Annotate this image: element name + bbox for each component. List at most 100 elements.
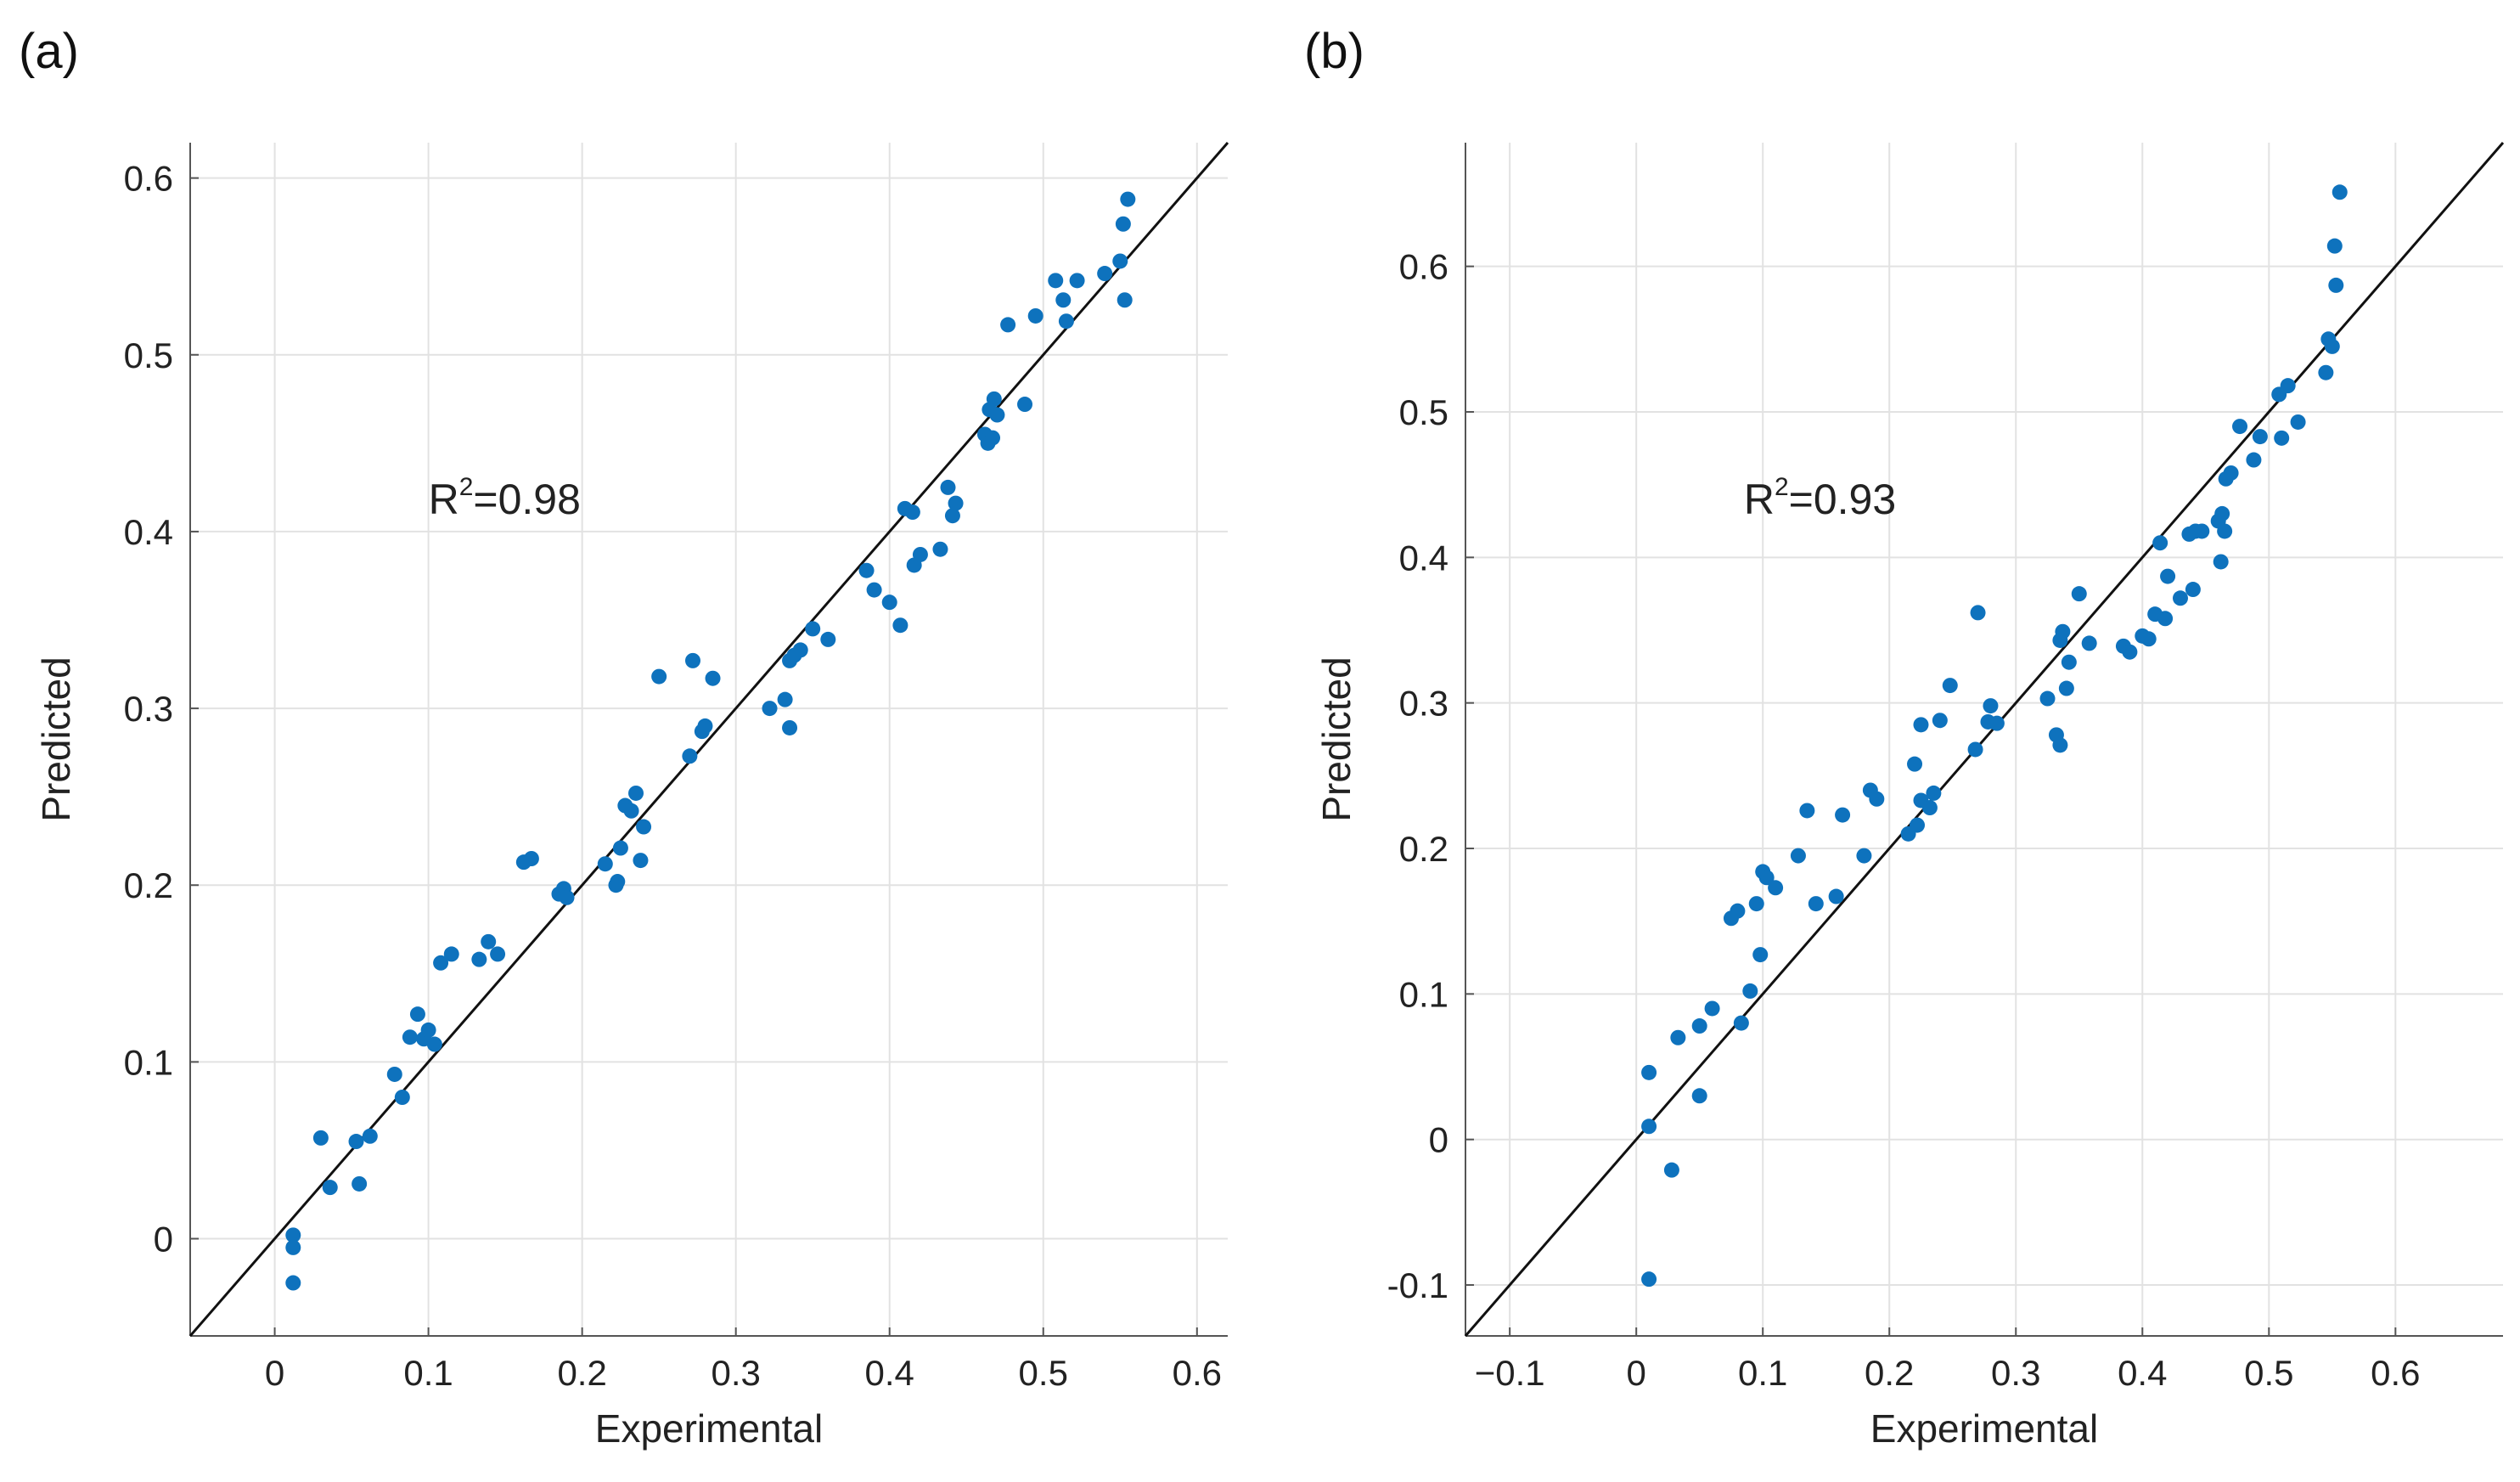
- data-point: [623, 803, 639, 819]
- data-point: [1670, 1029, 1686, 1045]
- data-point: [1055, 292, 1072, 308]
- x-tick-label: 0: [265, 1353, 284, 1393]
- data-point: [322, 1180, 338, 1196]
- y-tick-label: 0.4: [1399, 538, 1448, 578]
- data-point: [1641, 1119, 1657, 1135]
- data-point: [986, 391, 1002, 407]
- y-tick-label: 0.1: [1399, 974, 1448, 1014]
- data-point: [443, 946, 459, 962]
- data-point: [597, 856, 613, 872]
- data-point: [523, 851, 539, 866]
- data-point: [1691, 1018, 1707, 1034]
- x-tick-label: 0.6: [1173, 1353, 1222, 1393]
- data-point: [1117, 292, 1133, 308]
- data-point: [2214, 505, 2230, 521]
- data-point: [2061, 654, 2077, 670]
- data-point: [1932, 713, 1948, 729]
- data-point: [633, 853, 649, 869]
- data-point: [285, 1239, 301, 1255]
- data-point: [1856, 848, 1872, 864]
- data-point: [2213, 554, 2229, 570]
- data-point: [2055, 623, 2071, 640]
- data-point: [1869, 791, 1885, 807]
- panel-b: −0.1 0 0.1 0.2 0.3 0.4 0.5 0.6 -0.1 0 0.1 0.2 0.3 0.4…: [1304, 24, 2505, 1451]
- data-point: [1027, 307, 1043, 324]
- data-point: [1748, 896, 1764, 912]
- y-tick-label: 0.3: [124, 689, 173, 729]
- data-point: [471, 951, 487, 967]
- x-axis-label: Experimental: [595, 1406, 823, 1451]
- x-tick-label: 0.4: [2118, 1353, 2167, 1393]
- data-point: [651, 668, 667, 685]
- data-point: [777, 691, 793, 707]
- panel-a: 0 0.1 0.2 0.3 0.4 0.5 0.6 0 0.1 0.2 0.3 0.4 0.5 0.6 (a…: [19, 24, 1229, 1451]
- data-point: [2290, 414, 2306, 430]
- data-point: [892, 617, 908, 634]
- data-point: [940, 479, 956, 495]
- data-point: [1913, 717, 1929, 733]
- data-point: [1704, 1000, 1720, 1017]
- data-point: [2246, 452, 2262, 468]
- data-point: [1970, 605, 1986, 621]
- data-point: [1730, 903, 1746, 919]
- r-squared-superscript: 2: [459, 473, 474, 501]
- r-squared-annotation: R2=0.98: [429, 473, 581, 523]
- data-point: [1910, 817, 1926, 833]
- y-tick-label: 0.5: [1399, 392, 1448, 432]
- data-point: [628, 785, 644, 801]
- data-point: [2232, 419, 2248, 435]
- data-point: [402, 1029, 418, 1045]
- data-point: [866, 582, 882, 598]
- data-point: [858, 562, 875, 578]
- data-point: [386, 1066, 402, 1082]
- y-tick-label: 0.2: [1399, 829, 1448, 869]
- data-point: [1733, 1015, 1749, 1031]
- panel-label: (b): [1304, 24, 1364, 79]
- y-tick-label: 0.3: [1399, 684, 1448, 724]
- data-point: [1742, 983, 1758, 999]
- data-point: [881, 594, 897, 611]
- data-point: [1808, 896, 1824, 912]
- x-tick-label: 0.2: [1865, 1353, 1914, 1393]
- data-point: [612, 840, 628, 856]
- panel-label: (a): [19, 24, 79, 79]
- data-point: [352, 1175, 368, 1192]
- data-point: [1921, 800, 1938, 816]
- data-point: [1907, 756, 1923, 772]
- x-tick-label: 0.3: [711, 1353, 760, 1393]
- y-tick-label: 0.5: [124, 335, 173, 375]
- data-point: [1000, 317, 1016, 333]
- data-point: [697, 718, 713, 734]
- x-tick-label: 0.5: [2244, 1353, 2293, 1393]
- data-point: [559, 889, 575, 905]
- data-point: [348, 1134, 364, 1150]
- data-point: [285, 1275, 301, 1291]
- data-point: [820, 631, 836, 647]
- y-tick-label: 0: [1429, 1120, 1448, 1160]
- data-point: [1799, 803, 1815, 819]
- data-point: [2274, 430, 2290, 446]
- x-tick-label: 0.5: [1019, 1353, 1068, 1393]
- data-point: [1828, 888, 1844, 904]
- data-point: [1983, 698, 1999, 714]
- data-point: [1663, 1162, 1679, 1178]
- data-point: [1048, 273, 1064, 289]
- data-point: [1691, 1088, 1707, 1104]
- data-point: [1790, 848, 1806, 864]
- data-point: [948, 495, 964, 511]
- r-squared-superscript: 2: [1775, 473, 1789, 501]
- data-point: [1758, 870, 1775, 886]
- data-point: [409, 1006, 425, 1023]
- data-point: [2052, 737, 2068, 753]
- data-point: [805, 621, 821, 637]
- data-point: [2326, 238, 2343, 254]
- data-point: [912, 546, 928, 562]
- data-point: [2328, 277, 2344, 293]
- data-point: [1058, 313, 1074, 330]
- data-point: [2071, 586, 2087, 602]
- data-point: [1926, 785, 1942, 801]
- data-point: [2152, 535, 2168, 551]
- data-point: [2280, 378, 2296, 394]
- data-point: [362, 1128, 378, 1144]
